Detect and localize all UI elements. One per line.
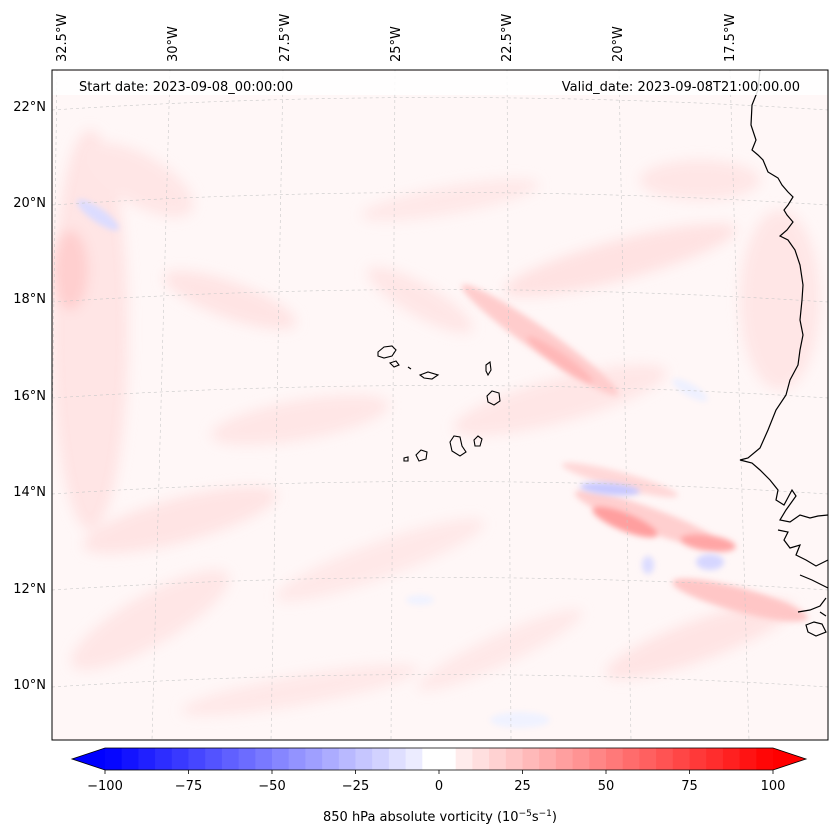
colorbar-segment [639, 748, 657, 770]
colorbar-segment [689, 748, 707, 770]
lat-label-10n: 10°N [13, 678, 46, 693]
valid-date-label: Valid_date: 2023-09-08T21:00:00.00 [562, 80, 800, 95]
positive-vorticity-regions [52, 130, 820, 716]
colorbar-tick-label: −50 [258, 779, 285, 794]
colorbar-segment [672, 748, 690, 770]
lon-label-30w: 30°W [166, 26, 181, 62]
colorbar-segment [355, 748, 373, 770]
map-panel: Start date: 2023-09-08_00:00:00 Valid_da… [51, 69, 829, 741]
colorbar-label: 850 hPa absolute vorticity (10−5s−1) [323, 809, 557, 825]
colorbar-tick-label: 0 [435, 779, 443, 794]
colorbar-segments [105, 748, 774, 770]
colorbar-segment [489, 748, 507, 770]
colorbar-segment [121, 748, 139, 770]
colorbar-segment [155, 748, 173, 770]
units-exp2: −1 [539, 809, 552, 819]
colorbar-segment [505, 748, 523, 770]
cape-verde-islands [377, 345, 501, 462]
lat-label-12n: 12°N [13, 582, 46, 597]
lat-label-22n: 22°N [13, 100, 46, 115]
longitude-labels: 32.5°W 30°W 27.5°W 25°W 22.5°W 20°W 17.5… [55, 14, 738, 62]
negative-vorticity-regions [77, 199, 724, 728]
lat-label-16n: 16°N [13, 389, 46, 404]
latitude-labels: 22°N 20°N 18°N 16°N 14°N 12°N 10°N [13, 100, 46, 693]
colorbar-segment [539, 748, 557, 770]
colorbar-segment [405, 748, 423, 770]
colorbar-segment [322, 748, 340, 770]
colorbar-segment [422, 748, 440, 770]
colorbar-ticks: −100 −75 −50 −25 0 25 50 75 100 [87, 770, 785, 794]
colorbar-segment [338, 748, 356, 770]
colorbar-segment [388, 748, 407, 770]
lat-label-20n: 20°N [13, 196, 46, 211]
colorbar-tick-label: 75 [681, 779, 698, 794]
lon-label-32-5w: 32.5°W [55, 14, 70, 62]
colorbar-tick-label: −75 [175, 779, 202, 794]
colorbar-segment [722, 748, 741, 770]
colorbar-segment [205, 748, 223, 770]
colorbar-segment [756, 748, 774, 770]
colorbar-segment [138, 748, 156, 770]
lon-label-20w: 20°W [611, 26, 626, 62]
colorbar-segment [472, 748, 490, 770]
colorbar-segment [171, 748, 189, 770]
colorbar-segment [221, 748, 240, 770]
colorbar-segment [439, 748, 457, 770]
colorbar-segment [572, 748, 590, 770]
units-suffix: ) [552, 810, 557, 825]
colorbar-segment [455, 748, 473, 770]
colorbar-tick-label: 100 [761, 779, 786, 794]
vorticity-field [52, 70, 828, 740]
colorbar-segment [372, 748, 390, 770]
colorbar-segment [255, 748, 273, 770]
colorbar-segment [622, 748, 640, 770]
colorbar-tick-label: 50 [598, 779, 615, 794]
map-border [51, 69, 829, 741]
colorbar-segment [589, 748, 607, 770]
colorbar-segment [739, 748, 757, 770]
lon-label-27-5w: 27.5°W [278, 14, 293, 62]
colorbar-tick-label: −25 [342, 779, 369, 794]
gridlines [52, 70, 828, 740]
units-prefix: 850 hPa absolute vorticity (10 [323, 810, 519, 825]
colorbar-tick-label: −100 [87, 779, 123, 794]
colorbar-segment [522, 748, 540, 770]
colorbar-tick-label: 25 [514, 779, 531, 794]
colorbar-segment [656, 748, 674, 770]
colorbar-segment [706, 748, 724, 770]
colorbar: −100 −75 −50 −25 0 25 50 75 100 850 hPa absolute… [70, 747, 808, 825]
colorbar-segment [188, 748, 206, 770]
colorbar-segment [272, 748, 290, 770]
colorbar-segment [305, 748, 323, 770]
colorbar-segment [606, 748, 624, 770]
header-band [52, 71, 828, 95]
colorbar-high-extend [773, 748, 806, 770]
lon-label-17-5w: 17.5°W [723, 14, 738, 62]
units-mid: s [532, 810, 539, 825]
vorticity-bands [461, 284, 808, 622]
lat-label-14n: 14°N [13, 485, 46, 500]
colorbar-low-extend [72, 748, 105, 770]
colorbar-segment [238, 748, 256, 770]
units-exp1: −5 [519, 809, 532, 819]
colorbar-segment [555, 748, 574, 770]
lon-label-22-5w: 22.5°W [500, 14, 515, 62]
coastline-africa [739, 70, 828, 637]
colorbar-segment [288, 748, 306, 770]
colorbar-segment [105, 748, 123, 770]
lon-label-25w: 25°W [389, 26, 404, 62]
lat-label-18n: 18°N [13, 292, 46, 307]
start-date-label: Start date: 2023-09-08_00:00:00 [79, 80, 293, 95]
